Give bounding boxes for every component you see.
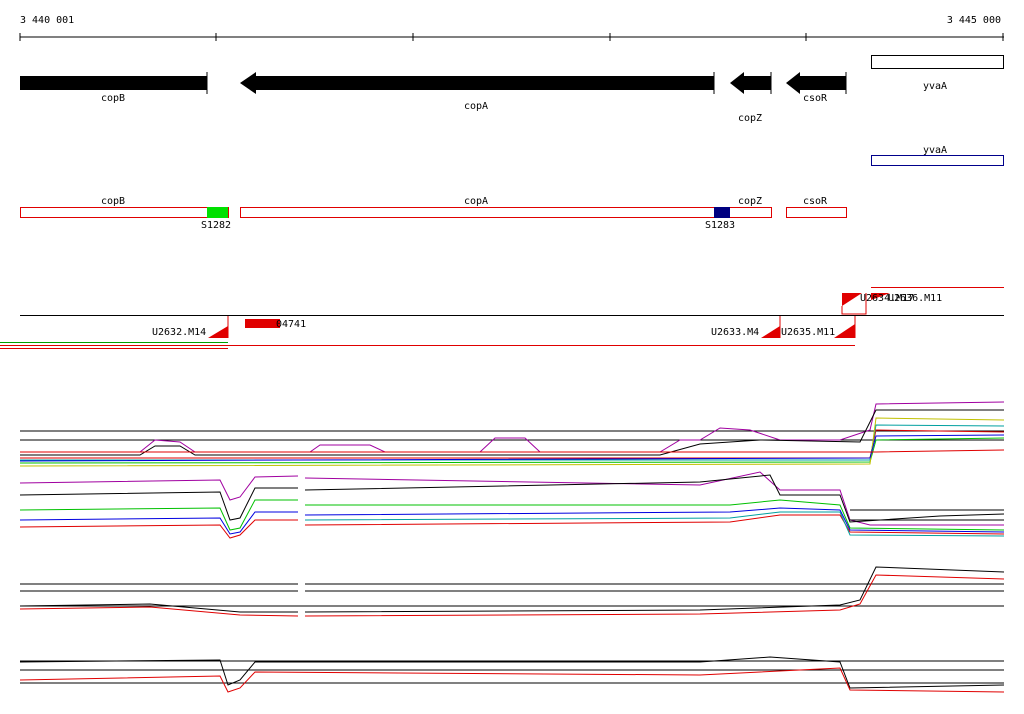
site-label: S1282 [201,220,231,231]
expression-tracks [19,401,1005,693]
gene-label: copA [464,101,488,112]
transcript-label: U2633.M4 [711,327,759,338]
gene-track [20,55,1004,94]
transcript-label: U2634.M17 [860,293,914,304]
ruler [19,33,1004,41]
gene-label: copZ [738,113,762,124]
feature-label: copA [464,196,488,207]
transcript-label: U2636.M11 [888,293,942,304]
transcript-label: U2635.M11 [781,327,835,338]
gene-label: csoR [803,93,828,104]
gene-label: copB [101,93,125,104]
feature-label: copB [101,196,125,207]
gene-label: yvaA [923,81,947,92]
transcript-label: 04741 [276,319,306,330]
feature-label: csoR [803,196,828,207]
feature-track [20,207,847,218]
transcript-label: U2632.M14 [152,327,206,338]
gene-box [871,155,1004,166]
ruler-end: 3 445 000 [947,15,1001,26]
transcript-track [0,287,1004,349]
site-label: S1283 [705,220,735,231]
gene-label: yvaA [923,145,947,156]
feature-label: copZ [738,196,762,207]
ruler-start: 3 440 001 [20,15,74,26]
